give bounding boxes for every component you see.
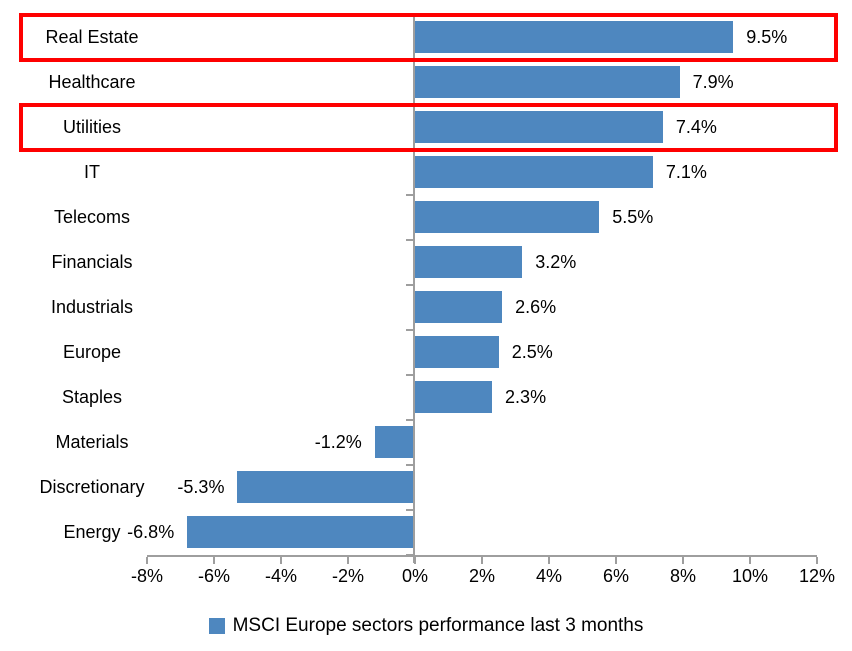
value-label: 7.9% [692,72,734,92]
value-label: 9.5% [746,27,788,47]
value-label: -1.2% [314,432,362,452]
value-label: 3.2% [535,252,577,272]
category-label: Discretionary [39,477,145,497]
category-label: Real Estate [45,27,139,47]
y-axis-tick [406,419,413,421]
bar [237,471,415,503]
y-axis-tick [406,284,413,286]
bar [374,426,415,458]
value-label: -6.8% [127,522,175,542]
y-axis-line [413,15,415,563]
x-tick-label: 0% [401,566,428,586]
x-axis-line [147,555,817,557]
category-label: Healthcare [48,72,136,92]
x-tick-label: 10% [731,566,769,586]
x-tick-label: -2% [331,566,364,586]
x-axis-tick [481,557,483,564]
legend-swatch-icon [208,618,225,634]
x-tick-label: -4% [264,566,297,586]
value-label: -5.3% [177,477,225,497]
bar [415,381,493,413]
x-axis-tick [213,557,215,564]
y-axis-tick [406,509,413,511]
bar [415,66,680,98]
bar [415,21,734,53]
x-axis-tick [146,557,148,564]
highlight-box-utilities [19,103,838,152]
category-label: Europe [62,342,122,362]
x-tick-label: 12% [798,566,836,586]
value-label: 7.1% [665,162,707,182]
x-axis-tick [280,557,282,564]
x-tick-label: 2% [468,566,495,586]
y-axis-tick [406,374,413,376]
value-label: 2.3% [505,387,547,407]
category-label: Telecoms [53,207,131,227]
value-label: 2.6% [515,297,557,317]
x-axis-tick [682,557,684,564]
x-tick-label: 8% [669,566,696,586]
y-axis-tick [406,194,413,196]
bar [187,516,415,548]
x-tick-label: -6% [197,566,230,586]
x-tick-label: -8% [130,566,163,586]
x-axis-tick [414,557,416,564]
x-tick-label: 6% [602,566,629,586]
x-axis-tick [749,557,751,564]
x-axis-tick [347,557,349,564]
category-label: Financials [51,252,133,272]
category-label: IT [84,162,100,182]
y-axis-tick [406,464,413,466]
bar [415,111,663,143]
legend-label: MSCI Europe sectors performance last 3 m… [232,615,644,636]
x-axis-tick [816,557,818,564]
highlight-box-real-estate [19,13,838,62]
bar [415,156,653,188]
category-label: Utilities [62,117,121,137]
bar [415,246,523,278]
category-label: Staples [61,387,123,407]
category-label: Energy [63,522,121,542]
x-tick-label: 4% [535,566,562,586]
y-axis-tick [406,329,413,331]
bar [415,336,499,368]
category-label: Industrials [50,297,134,317]
bar [415,291,503,323]
legend: MSCI Europe sectors performance last 3 m… [0,610,852,642]
bar [415,201,600,233]
value-label: 5.5% [612,207,654,227]
value-label: 2.5% [511,342,553,362]
x-axis-tick [615,557,617,564]
value-label: 7.4% [675,117,717,137]
y-axis-tick [406,239,413,241]
category-label: Materials [55,432,129,452]
x-axis-tick [548,557,550,564]
